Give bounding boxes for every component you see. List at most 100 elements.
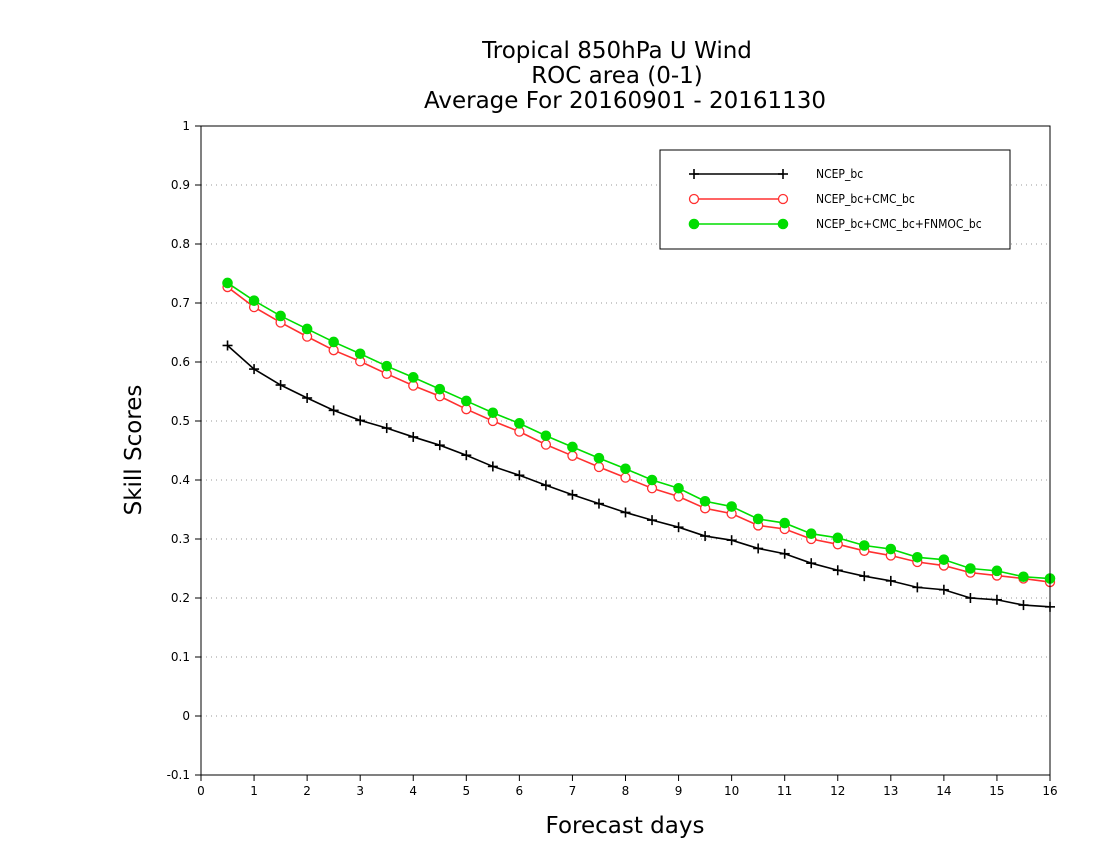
gridlines	[201, 184, 1050, 717]
y-tick-label-6: 0.5	[171, 414, 190, 428]
x-tick-label-10: 10	[724, 784, 739, 798]
series-2-point-1	[248, 295, 260, 306]
series-0-point-20	[753, 543, 764, 554]
legend-marker-right-2	[777, 218, 789, 230]
y-tick-label-10: 0.9	[171, 178, 190, 192]
series-0-point-17	[673, 522, 684, 533]
x-tick-label-6: 6	[516, 784, 524, 798]
x-tick-label-2: 2	[303, 784, 311, 798]
x-axis-label: Forecast days	[546, 813, 705, 839]
series-0-point-19	[726, 535, 737, 546]
chart-title: Tropical 850hPa U Wind ROC area (0-1) Av…	[424, 38, 826, 114]
legend-marker-left-2	[688, 218, 700, 230]
series-0-point-29	[991, 594, 1002, 605]
series-2-point-6	[381, 360, 393, 372]
x-tick-label-13: 13	[883, 784, 898, 798]
y-tick-label-9: 0.8	[171, 237, 190, 251]
series-1-point-12	[540, 439, 552, 450]
y-tick-label-3: 0.2	[171, 591, 190, 605]
series-1-point-13	[567, 450, 578, 461]
series-2-point-15	[620, 463, 631, 475]
series-line-2	[227, 282, 1051, 580]
series-0-point-11	[514, 470, 525, 481]
x-tick-label-4: 4	[409, 784, 417, 798]
series-line-0	[226, 344, 1051, 608]
series-2-point-12	[540, 430, 552, 442]
legend-entry-2: NCEP_bc+CMC_bc+FNMOC_bc	[688, 217, 982, 231]
x-tick-label-15: 15	[989, 784, 1004, 798]
series-2-point-29	[991, 565, 1003, 577]
y-tick-label-1: 0	[182, 709, 190, 723]
legend-entry-1: NCEP_bc+CMC_bc	[688, 192, 915, 206]
series-2-point-10	[487, 407, 499, 419]
y-tick-label-2: 0.1	[171, 650, 190, 664]
x-tick-label-0: 0	[197, 784, 205, 798]
series-0-point-21	[779, 548, 790, 559]
x-tick-label-1: 1	[250, 784, 258, 798]
series-2-point-9	[461, 395, 472, 407]
x-tick-label-16: 16	[1042, 784, 1057, 798]
series-line-1	[227, 286, 1051, 583]
y-axis: -0.1 0 0.1 0.2 0.3 0.4 0.5 0.6 0.7 0.8 0.9 1	[167, 119, 201, 782]
series-0-point-6	[381, 423, 392, 434]
series-2-point-25	[885, 543, 897, 555]
series-0-point-13	[567, 489, 578, 500]
legend-marker-right-0	[778, 169, 788, 179]
series-0-point-9	[461, 450, 472, 461]
series-0-point-12	[540, 480, 551, 491]
x-tick-label-14: 14	[936, 784, 951, 798]
series-2-point-16	[646, 474, 658, 486]
series-1-point-15	[620, 472, 631, 483]
series-0-point-23	[832, 565, 843, 576]
legend-label-2: NCEP_bc+CMC_bc+FNMOC_bc	[816, 217, 982, 231]
y-tick-label-4: 0.3	[171, 532, 190, 546]
series-0-point-5	[355, 415, 366, 426]
series-2-point-28	[965, 563, 976, 574]
series-0-point-28	[965, 593, 976, 603]
series-0-point-8	[434, 440, 445, 451]
series-2-point-27	[938, 554, 950, 565]
series-0-point-27	[938, 584, 949, 595]
series-0-point-26	[912, 582, 923, 593]
series-0-point-22	[806, 558, 817, 569]
series-0-point-1	[249, 364, 260, 375]
y-tick-label-0: -0.1	[167, 768, 190, 782]
series-2-point-22	[805, 528, 817, 539]
series-0-point-16	[647, 515, 658, 526]
series-2-point-0	[222, 277, 233, 289]
legend-label-0: NCEP_bc	[816, 167, 863, 181]
title-line-2: ROC area (0-1)	[531, 63, 703, 89]
series-2-point-13	[567, 441, 578, 453]
series-2-point-7	[407, 372, 419, 383]
series-layer	[222, 277, 1056, 612]
title-line-3: Average For 20160901 - 20161130	[424, 88, 826, 114]
y-axis-label: Skill Scores	[121, 385, 147, 516]
series-2-point-2	[275, 310, 286, 322]
legend-marker-right-1	[777, 193, 789, 205]
x-tick-label-7: 7	[569, 784, 577, 798]
series-2-point-11	[514, 418, 525, 429]
series-2-point-26	[912, 551, 923, 563]
series-0-point-2	[275, 380, 286, 391]
x-axis: 0 1 2 3 4 5 6 7 8 9 10 11 12 13 14 15 16	[197, 775, 1058, 798]
series-1-point-14	[593, 461, 605, 473]
series-0-point-3	[302, 392, 313, 403]
x-tick-label-3: 3	[356, 784, 364, 798]
x-tick-label-12: 12	[830, 784, 845, 798]
series-0-point-25	[885, 575, 896, 586]
series-2-point-20	[752, 513, 764, 525]
x-tick-label-5: 5	[462, 784, 470, 798]
series-0-point-24	[859, 571, 870, 582]
series-2-point-5	[354, 348, 366, 360]
y-tick-label-7: 0.6	[171, 355, 190, 369]
series-0-point-10	[487, 461, 498, 472]
series-0-point-7	[408, 431, 419, 442]
y-tick-label-11: 1	[182, 119, 190, 133]
series-2-point-3	[301, 323, 313, 335]
title-line-1: Tropical 850hPa U Wind	[481, 38, 752, 64]
series-2-point-18	[699, 495, 711, 507]
legend-marker-left-0	[689, 169, 699, 179]
series-2-point-30	[1018, 571, 1029, 583]
x-tick-label-9: 9	[675, 784, 683, 798]
